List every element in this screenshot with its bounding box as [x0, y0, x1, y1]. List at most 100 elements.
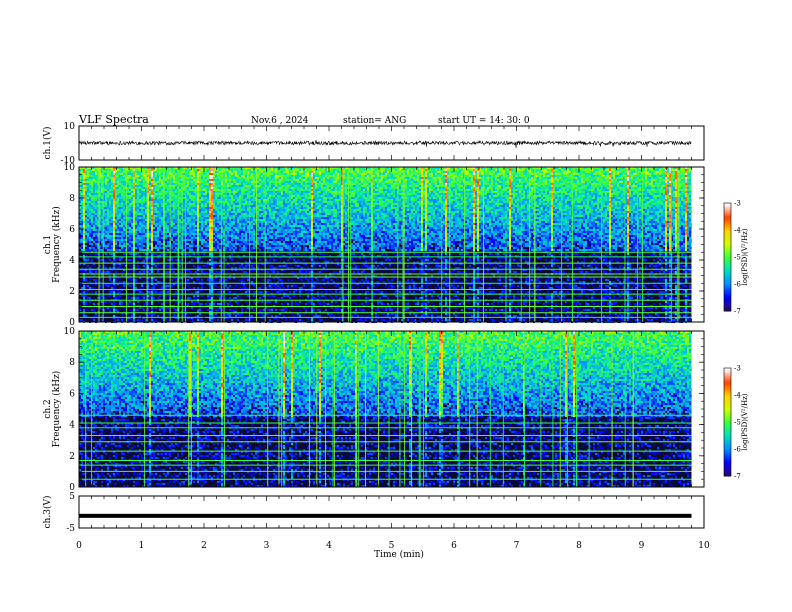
- ch1-spectrogram-cell: [165, 195, 167, 197]
- ch1-spectrogram-cell: [149, 217, 151, 219]
- ch1-spectrogram-cell: [147, 269, 149, 271]
- ch1-spectrogram-cell: [193, 195, 195, 197]
- ch1-spectrogram-cell: [189, 239, 191, 241]
- ch1-spectrogram-cell: [235, 187, 237, 189]
- ch1-spectrogram-cell: [129, 285, 131, 287]
- ch1-spectrogram-cell: [225, 313, 227, 315]
- ch1-spectrogram-cell: [155, 225, 157, 227]
- ch1-spectrogram-cell: [247, 223, 249, 225]
- ch1-spectrogram-cell: [113, 287, 115, 289]
- ch1-spectrogram-cell: [195, 185, 197, 187]
- ch1-spectrogram-cell: [239, 233, 241, 235]
- ch1-spectrogram-cell: [159, 197, 161, 199]
- ch1-spectrogram-cell: [93, 247, 95, 249]
- ch1-spectrogram-cell: [165, 233, 167, 235]
- ch1-spectrogram-cell: [153, 239, 155, 241]
- ch1-spectrogram-cell: [151, 297, 153, 299]
- ch1-spectrogram-cell: [231, 213, 233, 215]
- ch1-spectrogram-cell: [187, 195, 189, 197]
- ch1-spectrogram-cell: [215, 221, 217, 223]
- ch1-spectrogram-cell: [117, 237, 119, 239]
- ch1-spectrogram-cell: [221, 167, 223, 169]
- ch1-spectrogram-cell: [129, 265, 131, 267]
- ch1-spectrogram-cell: [135, 209, 137, 211]
- ch1-spectrogram-cell: [241, 263, 243, 265]
- ch1-spectrogram-cell: [201, 231, 203, 233]
- ch1-spectrogram-cell: [83, 313, 85, 315]
- ch1-spectrogram-cell: [143, 187, 145, 189]
- ch1-spectrogram-cell: [83, 195, 85, 197]
- ch1-spectrogram-cell: [211, 275, 213, 277]
- ch1-spectrogram-cell: [243, 225, 245, 227]
- ch1-spectrogram-cell: [83, 257, 85, 259]
- ch1-spectrogram-cell: [243, 167, 245, 169]
- ch1-spectrogram-cell: [175, 311, 177, 313]
- ch1-spectrogram-cell: [245, 237, 247, 239]
- ch1-spectrogram-cell: [197, 209, 199, 211]
- ch1-spectrogram-cell: [237, 183, 239, 185]
- ch1-spectrogram-cell: [219, 195, 221, 197]
- ch1-spectrogram-cell: [127, 213, 129, 215]
- ch1-spectrogram-cell: [137, 235, 139, 237]
- ch1-spectrogram-cell: [207, 295, 209, 297]
- ch1-spectrogram-cell: [81, 221, 83, 223]
- ch1-spectrogram-cell: [227, 209, 229, 211]
- ch1-spectrogram-cell: [217, 233, 219, 235]
- ch1-spectrogram-cell: [93, 303, 95, 305]
- ch1-spectrogram-cell: [165, 213, 167, 215]
- ch1-spectrogram-cell: [247, 237, 249, 239]
- ch1-spectrogram-cell: [219, 295, 221, 297]
- ch1-spectrogram-cell: [113, 275, 115, 277]
- ch1-spectrogram-cell: [241, 211, 243, 213]
- ch1-spectrogram-cell: [195, 277, 197, 279]
- ch1-spectrogram-cell: [89, 207, 91, 209]
- ch1-spectrogram-cell: [149, 207, 151, 209]
- ch1-spectrogram-cell: [145, 227, 147, 229]
- ch1-spectrogram-cell: [147, 171, 149, 173]
- ch1-spectrogram-cell: [203, 265, 205, 267]
- ch1-spectrogram-cell: [119, 213, 121, 215]
- ch1-spectrogram-cell: [221, 179, 223, 181]
- ch1-spectrogram-cell: [245, 195, 247, 197]
- ch1-spectrogram-cell: [143, 175, 145, 177]
- ch1-spectrogram-cell: [121, 231, 123, 233]
- ch1-spectrogram-cell: [211, 313, 213, 315]
- ch1-spectrogram-cell: [79, 319, 81, 321]
- ch1-spectrogram-cell: [229, 213, 231, 215]
- ch1-spectrogram-cell: [243, 195, 245, 197]
- ch1-spectrogram-cell: [173, 315, 175, 317]
- ch1-spectrogram-cell: [95, 177, 97, 179]
- ch1-spectrogram-cell: [115, 191, 117, 193]
- ch1-spectrogram-cell: [151, 171, 153, 173]
- ch1-spectrogram-cell: [149, 229, 151, 231]
- ch1-spectrogram-cell: [173, 171, 175, 173]
- ch1-spectrogram-cell: [119, 183, 121, 185]
- ch1-spectrogram-cell: [131, 199, 133, 201]
- ch1-spectrogram-cell: [191, 237, 193, 239]
- ch1-spectrogram-cell: [229, 235, 231, 237]
- ch1-spectrogram-cell: [153, 263, 155, 265]
- ch1-spectrogram-cell: [227, 231, 229, 233]
- ch1-spectrogram-cell: [187, 225, 189, 227]
- ch1-spectrogram-cell: [197, 217, 199, 219]
- ch1-spectrogram-cell: [235, 315, 237, 317]
- ch1-spectrogram-cell: [141, 197, 143, 199]
- ch1-spectrogram-cell: [225, 167, 227, 169]
- ch1-spectrogram-cell: [85, 201, 87, 203]
- ch1-spectrogram-cell: [97, 205, 99, 207]
- ch1-spectrogram-cell: [155, 217, 157, 219]
- ch1-spectrogram-cell: [207, 239, 209, 241]
- ch1-spectrogram-cell: [137, 175, 139, 177]
- ch1-spectrogram-cell: [183, 223, 185, 225]
- ch1-spectrogram-cell: [111, 193, 113, 195]
- ch1-spectrogram-cell: [189, 179, 191, 181]
- ch1-spectrogram-cell: [183, 169, 185, 171]
- ch1-spectrogram-cell: [239, 241, 241, 243]
- ch1-spectrogram-cell: [215, 183, 217, 185]
- ch1-spectrogram-cell: [81, 183, 83, 185]
- ch1-spectrogram-cell: [171, 175, 173, 177]
- ch1-spectrogram-cell: [195, 205, 197, 207]
- ch1-spectrogram-cell: [191, 191, 193, 193]
- ch1-spectrogram-cell: [179, 179, 181, 181]
